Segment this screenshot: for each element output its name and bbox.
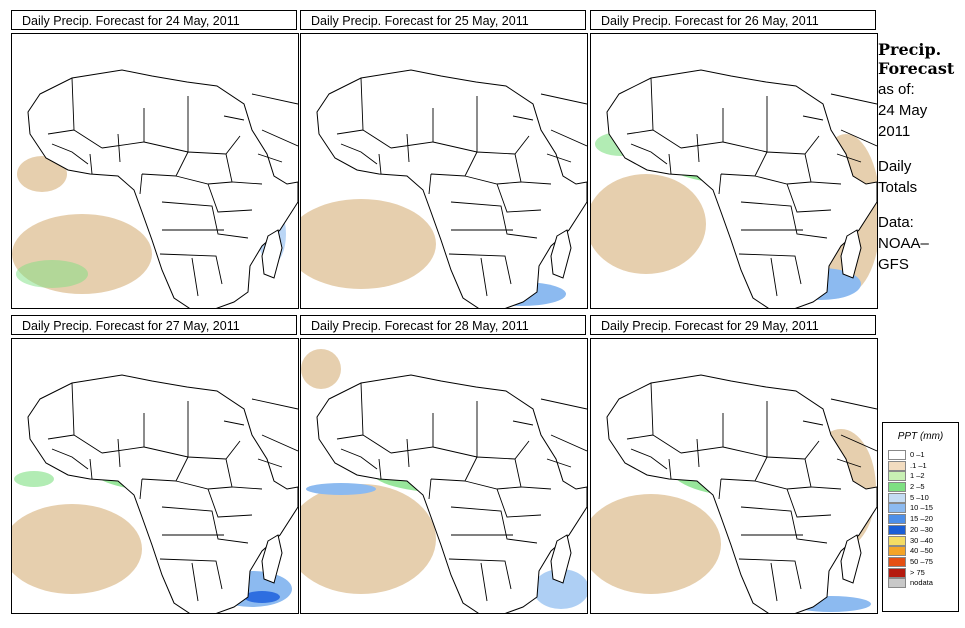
legend-label: > 75 xyxy=(910,567,925,577)
precip-map xyxy=(11,33,299,309)
panel-title: Daily Precip. Forecast for 29 May, 2011 xyxy=(590,315,876,335)
legend-label: 20 –30 xyxy=(910,524,933,534)
forecast-panel-4: Daily Precip. Forecast for 27 May, 2011 xyxy=(11,315,299,614)
totals-line2: Totals xyxy=(878,179,918,196)
legend-title: PPT (mm) xyxy=(897,431,944,442)
legend-label: 2 –5 xyxy=(910,482,925,492)
forecast-panel-2: Daily Precip. Forecast for 25 May, 2011 xyxy=(300,10,588,309)
legend-swatch xyxy=(888,546,906,557)
legend-swatch xyxy=(888,482,906,493)
legend-label: 50 –75 xyxy=(910,556,933,566)
legend-swatch xyxy=(888,492,906,503)
panel-title: Daily Precip. Forecast for 26 May, 2011 xyxy=(590,10,876,30)
legend-item: 30 –40 xyxy=(883,535,958,547)
legend-swatch xyxy=(888,514,906,525)
africa-map-27may xyxy=(12,374,298,613)
legend-swatch xyxy=(888,460,906,471)
legend-swatch xyxy=(888,524,906,535)
precip-map xyxy=(590,33,878,309)
legend-label: 10 –15 xyxy=(910,503,933,513)
legend: PPT (mm) 0 –1.1 –1 1 –2 2 –5 5 –10 10 –15 15 … xyxy=(882,422,959,612)
legend-item: 5 –10 xyxy=(883,492,958,504)
legend-label: 40 –50 xyxy=(910,546,933,556)
legend-item: > 75 xyxy=(883,567,958,579)
africa-map-26may xyxy=(591,69,877,308)
legend-item: nodata xyxy=(883,578,958,589)
legend-item: 20 –30 xyxy=(883,524,958,536)
africa-map-25may xyxy=(301,69,587,308)
panel-title: Daily Precip. Forecast for 28 May, 2011 xyxy=(300,315,586,335)
asof-date-line1: 24 May xyxy=(878,102,928,119)
legend-label: 15 –20 xyxy=(910,514,933,524)
legend-swatch xyxy=(888,535,906,546)
legend-label: 30 –40 xyxy=(910,535,933,545)
panel-title: Daily Precip. Forecast for 24 May, 2011 xyxy=(11,10,297,30)
legend-item: 0 –1 xyxy=(883,450,958,461)
precip-map xyxy=(11,338,299,614)
panel-title: Daily Precip. Forecast for 25 May, 2011 xyxy=(300,10,586,30)
legend-label: .1 –1 xyxy=(910,460,927,470)
legend-label: 0 –1 xyxy=(910,450,925,459)
sidebar-info: Precip. Forecast as of: 24 May 2011 Dail… xyxy=(878,40,963,274)
legend-item: 1 –2 xyxy=(883,471,958,482)
sidebar-title-line2: Forecast xyxy=(878,59,955,78)
forecast-panel-6: Daily Precip. Forecast for 29 May, 2011 xyxy=(590,315,878,614)
legend-item: .1 –1 xyxy=(883,460,958,472)
legend-item: 40 –50 xyxy=(883,546,958,557)
precip-map xyxy=(590,338,878,614)
legend-swatch xyxy=(888,578,906,589)
legend-swatch xyxy=(888,471,906,482)
precip-map xyxy=(300,33,588,309)
legend-item: 15 –20 xyxy=(883,514,958,525)
data-source-line2: NOAA– xyxy=(878,235,929,252)
legend-swatch xyxy=(888,556,906,567)
data-source-line3: GFS xyxy=(878,256,909,273)
africa-map-28may xyxy=(301,349,587,613)
forecast-panel-3: Daily Precip. Forecast for 26 May, 2011 xyxy=(590,10,878,309)
legend-swatch xyxy=(888,450,906,460)
africa-map-24may xyxy=(12,69,298,308)
legend-item: 50 –75 xyxy=(883,556,958,568)
asof-date-line2: 2011 xyxy=(878,123,911,140)
legend-label: 5 –10 xyxy=(910,492,929,502)
legend-item: 10 –15 xyxy=(883,503,958,514)
precip-map xyxy=(300,338,588,614)
legend-label: 1 –2 xyxy=(910,471,925,481)
asof-label: as of: xyxy=(878,81,915,98)
totals-line1: Daily xyxy=(878,158,912,175)
forecast-panel-5: Daily Precip. Forecast for 28 May, 2011 xyxy=(300,315,588,614)
legend-label: nodata xyxy=(910,578,933,588)
legend-swatch xyxy=(888,567,906,578)
panel-title: Daily Precip. Forecast for 27 May, 2011 xyxy=(11,315,297,335)
legend-rows: 0 –1.1 –1 1 –2 2 –5 5 –10 10 –15 15 –20 20 –30… xyxy=(883,450,958,589)
legend-swatch xyxy=(888,503,906,514)
africa-map-29may xyxy=(591,374,877,613)
data-source-line1: Data: xyxy=(878,214,914,231)
legend-item: 2 –5 xyxy=(883,482,958,493)
sidebar-title-line1: Precip. xyxy=(878,40,942,59)
forecast-panel-1: Daily Precip. Forecast for 24 May, 2011 xyxy=(11,10,299,309)
